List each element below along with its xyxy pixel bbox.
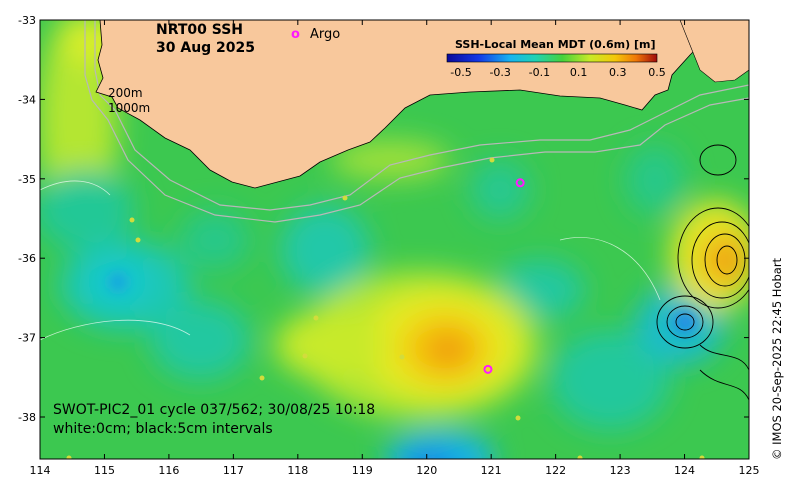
colorbar: SSH-Local Mean MDT (0.6m) [m] -0.5 -0.3 -0… <box>446 38 666 79</box>
black-contours <box>656 144 749 401</box>
map-plot-area <box>40 20 749 459</box>
argo-legend-marker: o <box>291 27 300 42</box>
x-tick-label: 118 <box>287 464 308 477</box>
swot-caption: SWOT-PIC2_01 cycle 037/562; 30/08/25 10:… <box>53 402 375 418</box>
y-axis: -33 -34 -35 -36 -37 -38 <box>18 14 749 424</box>
argo-legend-label: Argo <box>310 27 340 42</box>
x-tick-label: 116 <box>158 464 179 477</box>
x-tick-label: 117 <box>223 464 244 477</box>
x-tick-label: 115 <box>94 464 115 477</box>
colorbar-title: SSH-Local Mean MDT (0.6m) [m] <box>455 38 655 51</box>
colorbar-tick-label: 0.5 <box>648 66 666 79</box>
x-tick-label: 120 <box>416 464 437 477</box>
x-tick-label: 119 <box>352 464 373 477</box>
map-title-line1: NRT00 SSH <box>156 22 243 38</box>
y-tick-label: -37 <box>18 332 36 345</box>
y-tick-label: -33 <box>18 14 36 27</box>
y-tick-label: -34 <box>18 93 36 106</box>
x-tick-label: 124 <box>674 464 695 477</box>
obs-dots <box>66 157 705 459</box>
colorbar-tick-label: 0.3 <box>609 66 627 79</box>
zero-contours <box>40 180 661 341</box>
ssh-field <box>40 20 749 459</box>
y-tick-label: -35 <box>18 173 36 186</box>
argo-float-marker[interactable] <box>483 364 493 374</box>
plot-frame <box>39 19 750 460</box>
depth-label-200: 200m <box>108 86 143 100</box>
x-axis: 114 115 116 117 118 119 120 121 122 123 124 125 <box>30 20 760 477</box>
x-tick-label: 114 <box>30 464 51 477</box>
contour-caption: white:0cm; black:5cm intervals <box>53 421 273 437</box>
depth-label-1000: 1000m <box>108 101 150 115</box>
x-tick-label: 125 <box>739 464 760 477</box>
y-tick-label: -36 <box>18 252 36 265</box>
argo-float-marker[interactable] <box>515 178 525 188</box>
argo-floats <box>483 178 525 374</box>
x-tick-label: 122 <box>545 464 566 477</box>
x-tick-label: 121 <box>481 464 502 477</box>
colorbar-ticks: -0.5 -0.3 -0.1 0.1 0.3 0.5 <box>450 66 665 79</box>
land-east-strip <box>679 20 749 83</box>
x-tick-label: 123 <box>610 464 631 477</box>
colorbar-ramp <box>446 53 658 63</box>
y-tick-label: -38 <box>18 411 36 424</box>
colorbar-tick-label: 0.1 <box>570 66 588 79</box>
imos-credit: © IMOS 20-Sep-2025 22:45 Hobart <box>770 257 784 460</box>
colorbar-tick-label: -0.3 <box>489 66 510 79</box>
map-title-line2: 30 Aug 2025 <box>156 40 255 56</box>
bathymetry-lines <box>84 20 749 223</box>
colorbar-tick-label: -0.5 <box>450 66 471 79</box>
colorbar-tick-label: -0.1 <box>529 66 550 79</box>
